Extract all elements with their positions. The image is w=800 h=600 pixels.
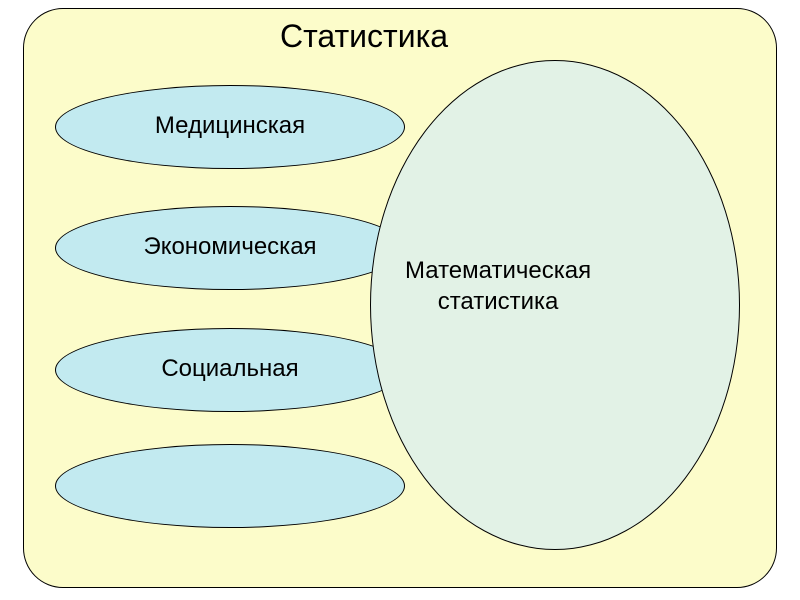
math-stat-line2: статистика [405, 286, 591, 317]
category-ellipse-3 [55, 444, 405, 528]
math-statistics-label: Математическаястатистика [405, 255, 591, 317]
category-label-1: Экономическая [55, 233, 405, 261]
diagram-title: Статистика [280, 18, 448, 55]
category-label-0: Медицинская [55, 112, 405, 140]
math-stat-line1: Математическая [405, 255, 591, 286]
category-label-2: Социальная [55, 355, 405, 383]
